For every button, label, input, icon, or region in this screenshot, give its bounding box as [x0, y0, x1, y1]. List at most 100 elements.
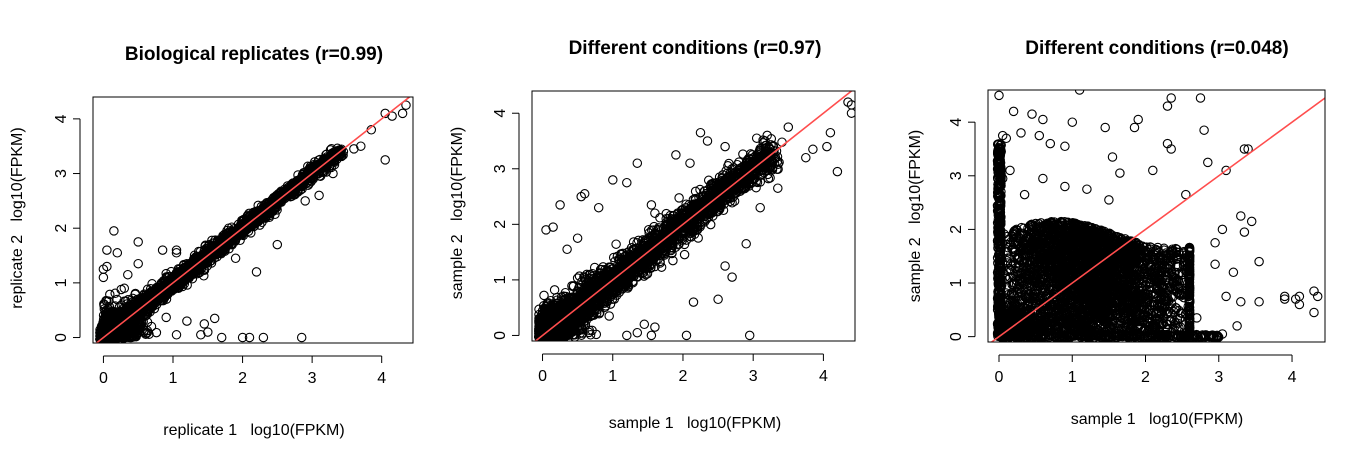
data-point: [297, 178, 308, 188]
y-tick-label: 1: [53, 278, 70, 287]
data-point: [102, 309, 112, 319]
data-point: [100, 318, 110, 328]
x-axis-label: replicate 1 log10(FPKM): [163, 422, 344, 439]
data-point: [271, 202, 282, 213]
outlier-point: [216, 245, 227, 255]
outlier-point: [203, 327, 213, 337]
outlier-point: [296, 332, 307, 343]
data-point: [582, 269, 592, 280]
outlier-point: [206, 248, 217, 258]
x-axis-label: sample 1 log10(FPKM): [609, 415, 782, 432]
outlier-point: [397, 108, 408, 119]
outlier-point: [109, 226, 119, 236]
outlier-point: [387, 111, 397, 121]
data-point: [140, 299, 150, 309]
plot-area: 0 1 2 3 4 0 1 2 3 4: [53, 96, 414, 387]
data-point: [288, 184, 298, 195]
plot-frame: [92, 96, 414, 344]
outlier-point: [244, 332, 255, 343]
data-point: [309, 159, 319, 170]
outlier-point: [182, 316, 192, 326]
data-point: [303, 180, 313, 190]
outlier-point: [237, 332, 248, 343]
outlier-point: [300, 196, 310, 206]
data-point: [233, 219, 244, 230]
outlier-point: [133, 258, 143, 269]
data-point: [227, 240, 237, 250]
outlier-point: [401, 100, 411, 110]
x-tick-label: 4: [377, 370, 386, 387]
data-point: [179, 271, 189, 281]
data-point: [121, 296, 131, 306]
data-point: [101, 295, 111, 306]
outlier-point: [216, 332, 227, 343]
outlier-point: [272, 239, 283, 250]
data-point: [656, 262, 667, 272]
outlier-point: [199, 319, 210, 329]
data-point: [156, 295, 167, 306]
outlier-point: [112, 248, 123, 258]
data-point: [327, 153, 337, 164]
data-point: [269, 204, 280, 214]
data-point: [628, 237, 639, 247]
data-point: [202, 261, 213, 271]
chart-title: Different conditions (r=0.97): [569, 38, 822, 59]
data-point: [134, 310, 144, 321]
data-point: [108, 322, 119, 333]
data-point: [313, 162, 324, 172]
data-point: [605, 299, 616, 309]
data-point: [110, 288, 120, 299]
outlier-point: [98, 272, 109, 283]
outlier-point: [171, 245, 182, 255]
x-tick-label: 2: [238, 370, 247, 387]
data-point: [303, 173, 314, 183]
x-tick-label: 1: [169, 370, 178, 387]
y-tick-label: 0: [53, 333, 70, 342]
outlier-point: [251, 267, 262, 277]
data-point: [244, 211, 255, 221]
data-point: [117, 318, 127, 329]
data-point: [151, 327, 162, 338]
data-point: [161, 312, 171, 323]
y-tick-label: 2: [53, 224, 70, 233]
data-point: [268, 197, 278, 207]
data-point: [120, 332, 130, 342]
data-point: [189, 259, 199, 270]
data-point: [199, 271, 209, 281]
outlier-point: [258, 332, 269, 343]
data-point: [290, 189, 300, 200]
outlier-point: [157, 245, 168, 255]
data-point: [128, 323, 139, 333]
data-point: [123, 295, 133, 305]
outlier-point: [209, 313, 220, 324]
outlier-point: [349, 144, 359, 154]
data-point: [103, 304, 114, 314]
data-point: [217, 237, 227, 248]
data-point: [649, 221, 659, 232]
outlier-point: [102, 245, 112, 255]
scatter-panel-conditions-high: Different conditions (r=0.97) sample 1 l…: [449, 38, 856, 432]
data-point: [149, 291, 160, 301]
data-point: [738, 149, 748, 159]
outlier-point: [328, 168, 338, 179]
y-tick-label: 4: [53, 114, 70, 123]
outlier-point: [171, 248, 182, 258]
x-tick-label: 0: [99, 370, 108, 387]
points-layer: [534, 97, 855, 341]
data-point: [608, 252, 619, 263]
outlier-point: [223, 223, 234, 233]
y-tick-label: 3: [53, 169, 70, 178]
data-point: [175, 279, 185, 290]
outlier-point: [171, 330, 182, 340]
scatter-panel-replicates: Biological replicates (r=0.99) replicate…: [9, 44, 414, 439]
data-point: [264, 204, 274, 215]
x-tick-label: 3: [308, 370, 317, 387]
y-axis-label: replicate 2 log10(FPKM): [9, 127, 26, 308]
outlier-point: [230, 253, 241, 264]
data-point: [128, 299, 139, 310]
data-point: [114, 319, 124, 330]
data-point: [130, 319, 140, 329]
data-point: [277, 193, 287, 204]
